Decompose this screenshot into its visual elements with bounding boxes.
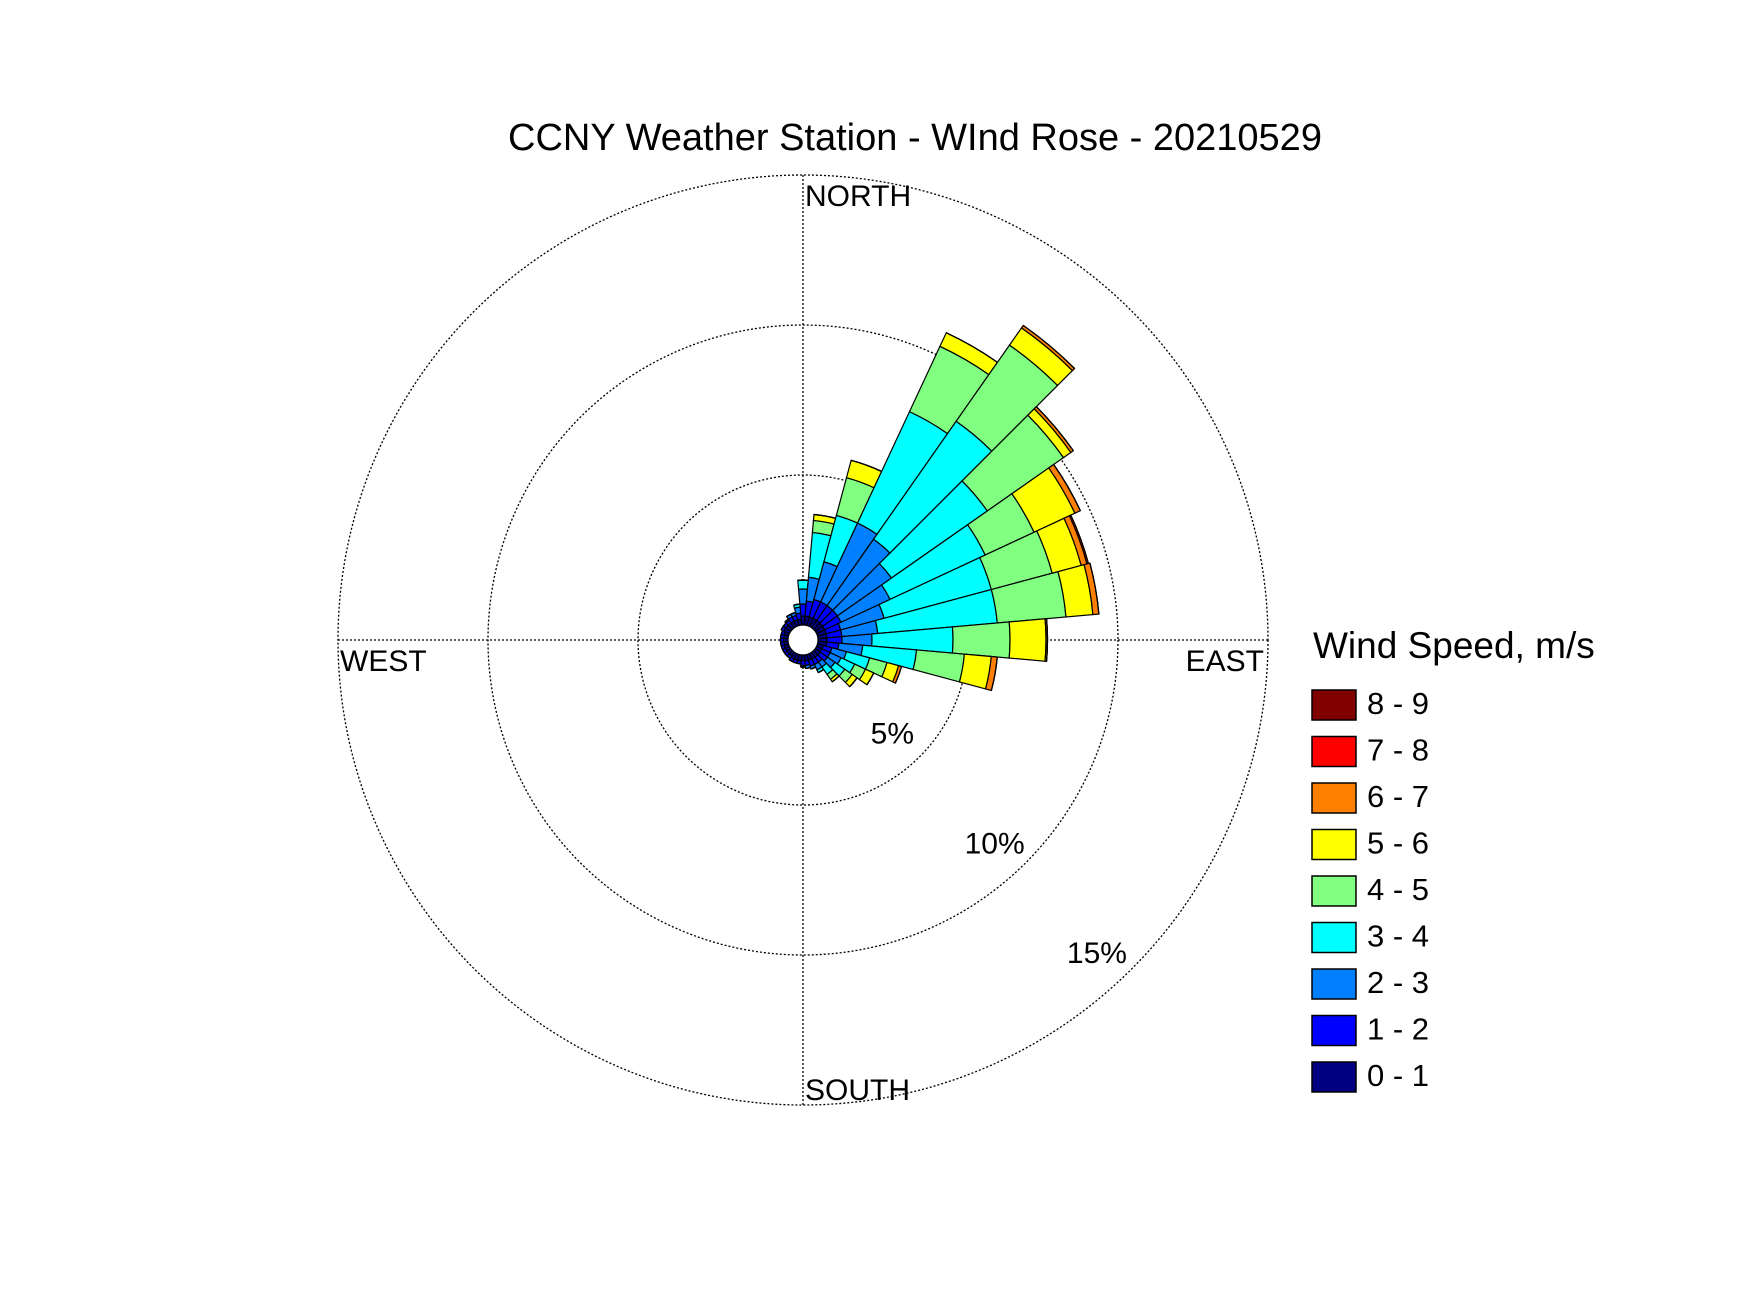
chart-title: CCNY Weather Station - WInd Rose - 20210… xyxy=(508,117,1322,159)
legend-swatch xyxy=(1311,689,1357,721)
r-tick-label: 5% xyxy=(871,718,914,751)
legend-swatch xyxy=(1311,1014,1357,1047)
wedge xyxy=(849,677,858,688)
legend-label: 6 - 7 xyxy=(1367,779,1429,814)
legend-swatch xyxy=(1311,921,1357,954)
wedge xyxy=(951,621,1011,659)
legend-swatch xyxy=(1311,828,1357,861)
wedge xyxy=(866,672,875,686)
legend-swatch xyxy=(1311,1061,1357,1093)
compass-label: NORTH xyxy=(805,180,911,213)
legend-title: Wind Speed, m/s xyxy=(1313,625,1595,666)
legend-swatch xyxy=(1311,735,1357,768)
legend-label: 1 - 2 xyxy=(1367,1012,1429,1047)
legend-swatch xyxy=(1311,782,1357,814)
wedge xyxy=(793,603,800,606)
r-tick-label: 15% xyxy=(1067,937,1127,970)
wedge xyxy=(805,666,811,669)
legend-label: 7 - 8 xyxy=(1367,733,1429,768)
wedge xyxy=(810,666,816,670)
wedge xyxy=(912,649,966,683)
legend-label: 5 - 6 xyxy=(1367,826,1429,861)
wedge xyxy=(797,579,809,590)
compass-label: EAST xyxy=(1186,645,1264,678)
legend-label: 4 - 5 xyxy=(1367,872,1429,907)
compass-label: WEST xyxy=(340,645,427,678)
rose xyxy=(337,174,1269,1106)
legend-label: 2 - 3 xyxy=(1367,965,1429,1000)
legend-swatch xyxy=(1311,968,1357,1000)
wedge xyxy=(796,662,801,665)
legend-swatch xyxy=(1311,875,1357,907)
r-tick-label: 10% xyxy=(965,827,1025,860)
legend-label: 8 - 9 xyxy=(1367,686,1429,721)
compass-label: SOUTH xyxy=(805,1074,910,1107)
legend-label: 0 - 1 xyxy=(1367,1058,1429,1093)
center-hole xyxy=(787,624,819,656)
legend-label: 3 - 4 xyxy=(1367,919,1429,954)
wedge xyxy=(788,659,794,663)
wedge xyxy=(1008,618,1047,662)
